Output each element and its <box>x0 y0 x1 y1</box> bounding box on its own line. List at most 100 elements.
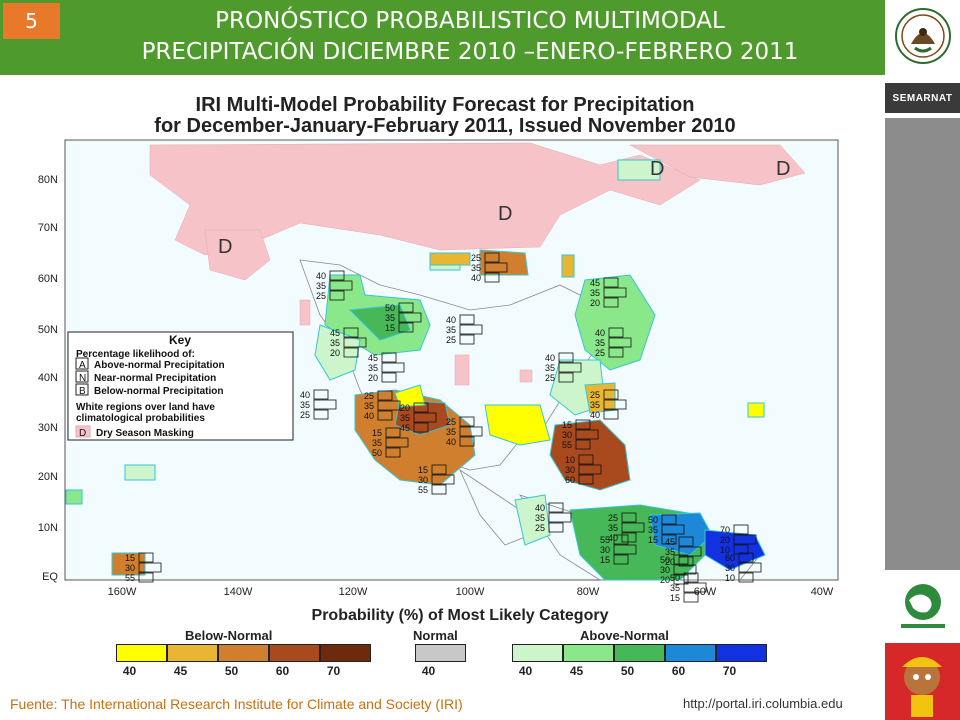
legend-swatch-above <box>716 644 767 662</box>
key-letter-b: B <box>79 386 86 397</box>
probability-value: 40 <box>300 390 310 400</box>
lon-label: 80W <box>577 586 600 598</box>
probability-box-cell <box>343 347 359 358</box>
legend-below-label: Below-Normal <box>185 628 273 643</box>
probability-box-cell <box>683 572 699 583</box>
probability-box-cell <box>673 554 689 565</box>
legend-value-above: 40 <box>518 664 533 678</box>
probability-value: 35 <box>665 547 675 557</box>
probability-box-cell <box>603 409 619 420</box>
probability-box-cell <box>459 314 475 325</box>
probability-value: 35 <box>670 583 680 593</box>
probability-box-cell <box>621 512 637 523</box>
probability-value: 40 <box>608 533 618 543</box>
longitude-labels: 160W 140W 120W 100W 80W 60W 40W <box>108 586 834 598</box>
probability-box-cell <box>138 562 162 573</box>
dry-season-regions <box>109 142 806 386</box>
probability-box-cell <box>613 544 637 555</box>
probability-value: 10 <box>720 545 730 555</box>
probability-value: 40 <box>471 273 481 283</box>
legend-above-values: 40 45 50 60 70 <box>500 664 755 678</box>
key-note-line1: White regions over land have <box>76 402 215 413</box>
lat-label: 20N <box>38 471 58 483</box>
probability-value: 35 <box>608 523 618 533</box>
latitude-labels: 80N 70N 60N 50N 40N 30N 20N 10N EQ <box>38 174 59 583</box>
lon-label: 120W <box>339 586 368 598</box>
probability-box-cell <box>548 502 564 513</box>
lat-label: 30N <box>38 422 58 434</box>
semarnat-label: SEMARNAT <box>885 83 960 113</box>
legend-value-above: 60 <box>671 664 686 678</box>
probability-value: 45 <box>400 423 410 433</box>
probability-value: 35 <box>471 263 481 273</box>
probability-box-cell <box>377 390 393 401</box>
probability-value: 20 <box>665 557 675 567</box>
probability-box-cell <box>431 464 447 475</box>
probability-box-cell <box>558 362 582 373</box>
probability-value: 50 <box>660 555 670 565</box>
key-box: Key Percentage likelihood of: A Above-no… <box>67 331 294 441</box>
probability-value: 45 <box>368 353 378 363</box>
forecast-map: 80N 70N 60N 50N 40N 30N 20N 10N EQ 160W … <box>38 139 839 603</box>
key-subtitle: Percentage likelihood of: <box>76 349 195 360</box>
dry-season-markers: D D D D <box>218 158 790 258</box>
probability-value: 55 <box>125 573 135 583</box>
probability-value: 25 <box>471 253 481 263</box>
probability-value: 50 <box>385 303 395 313</box>
legend-below-values: 40 45 50 60 70 <box>104 664 359 678</box>
probability-box-cell <box>385 437 409 448</box>
probability-value: 25 <box>535 523 545 533</box>
probability-box-cell <box>459 334 475 345</box>
probability-box-cell <box>377 410 393 421</box>
probability-box-cell <box>558 352 574 363</box>
key-item-a: Above-normal Precipitation <box>94 360 225 371</box>
legend-value-below: 70 <box>326 664 341 678</box>
probability-value: 20 <box>400 403 410 413</box>
probability-box-cell <box>329 290 345 301</box>
probability-value: 50 <box>648 515 658 525</box>
legend-above-swatches <box>512 644 767 662</box>
probability-box-cell <box>603 287 627 298</box>
probability-value: 25 <box>446 417 456 427</box>
probability-box-cell <box>575 429 599 440</box>
probability-value: 40 <box>446 315 456 325</box>
probability-value: 35 <box>446 325 456 335</box>
probability-box-cell <box>484 272 500 283</box>
dry-mark: D <box>776 158 790 180</box>
probability-value: 30 <box>660 565 670 575</box>
probability-value: 40 <box>364 411 374 421</box>
probability-box-cell <box>733 544 749 555</box>
probability-box-cell <box>381 372 397 383</box>
probability-box-cell <box>608 327 624 338</box>
probability-box-cell <box>413 422 429 433</box>
probability-box-cell <box>431 474 455 485</box>
probability-box-cell <box>459 324 483 335</box>
source-url-link[interactable]: http://portal.iri.columbia.edu <box>683 696 843 711</box>
legend-swatch-above <box>563 644 614 662</box>
probability-value: 15 <box>385 323 395 333</box>
probability-boxes: 2535404035254535205035154035254535204035… <box>125 252 762 603</box>
probability-value: 35 <box>316 281 326 291</box>
lon-label: 40W <box>811 586 834 598</box>
probability-value: 35 <box>372 438 382 448</box>
probability-box-cell <box>661 514 677 525</box>
probability-value: 25 <box>316 291 326 301</box>
probability-value: 30 <box>600 545 610 555</box>
sidebar-gray-panel <box>885 118 960 570</box>
lat-label: 10N <box>38 522 58 534</box>
probability-box-cell <box>558 372 574 383</box>
legend-value-above: 50 <box>620 664 635 678</box>
probability-value: 40 <box>545 353 555 363</box>
probability-box-cell <box>578 474 594 485</box>
